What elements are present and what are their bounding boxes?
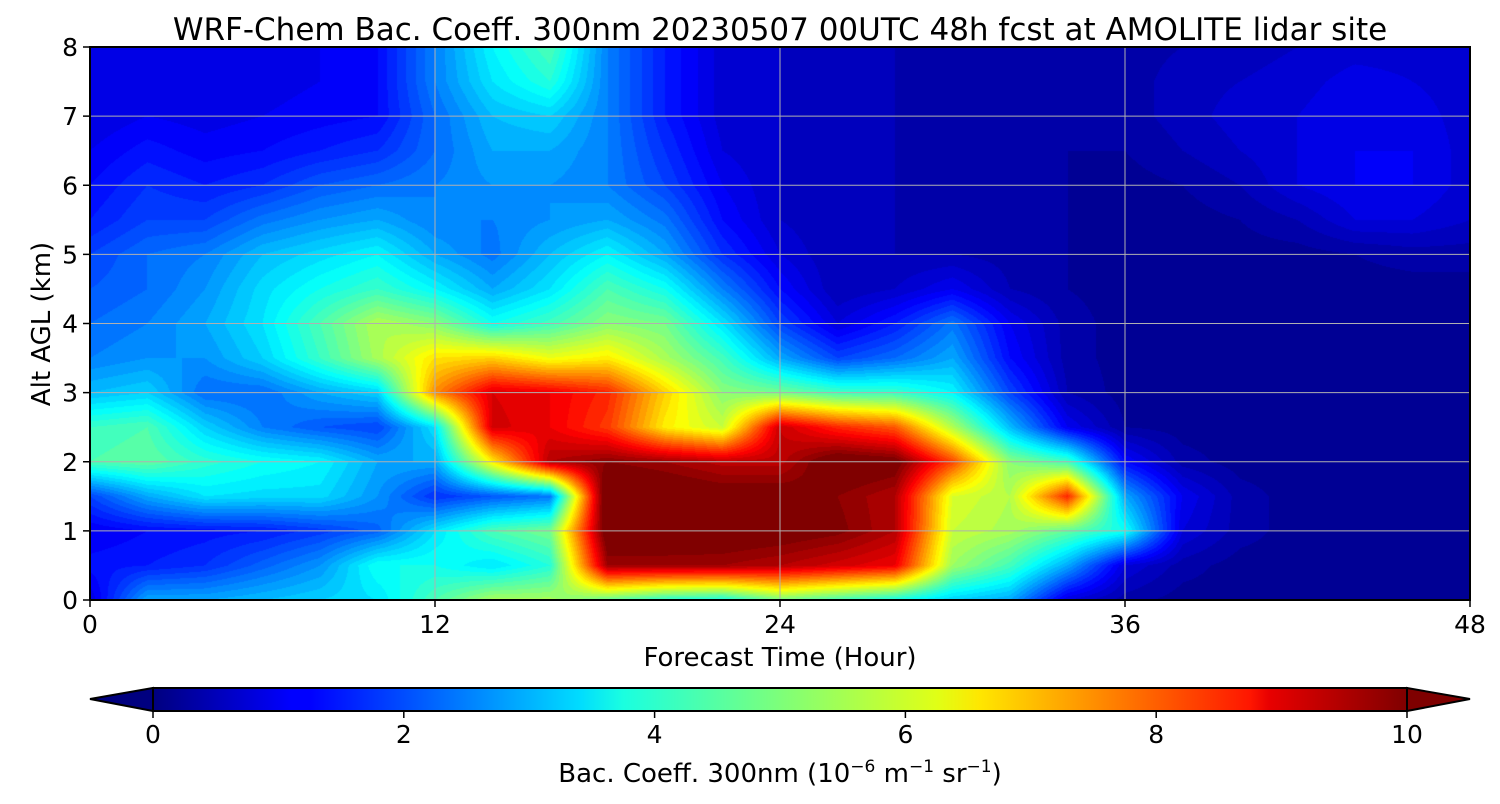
- colorbar-extend-high: [1406, 686, 1471, 713]
- y-axis-ticks: 0 1 2 3 4 5 6 7 8: [62, 33, 90, 615]
- colorbar-frame: [152, 687, 1408, 712]
- plot-area: [89, 46, 1471, 601]
- x-axis-label: Forecast Time (Hour): [643, 643, 916, 673]
- colorbar-label: Bac. Coeff. 300nm (10−6 m−1 sr−1): [558, 757, 1001, 789]
- colorbar-tick-label: 4: [647, 720, 663, 749]
- y-axis-label: Alt AGL (km): [27, 242, 57, 406]
- y-tick-label: 1: [62, 517, 78, 546]
- colorbar-body: [153, 688, 1407, 711]
- y-tick-label: 3: [62, 379, 78, 408]
- y-tick-label: 7: [62, 102, 78, 131]
- y-tick-label: 2: [62, 448, 78, 477]
- colorbar-extend-low: [89, 686, 154, 713]
- x-tick-label: 0: [82, 610, 98, 639]
- y-tick-label: 4: [62, 310, 78, 339]
- x-axis-ticks: 0 12 24 36 48: [82, 600, 1486, 639]
- y-tick-label: 8: [62, 33, 78, 62]
- colorbar-tick-label: 0: [145, 720, 161, 749]
- x-tick-label: 48: [1454, 610, 1486, 639]
- colorbar: 0 2 4 6 8 10 Bac. Coeff. 300nm (10−6 m−1 sr−1…: [89, 686, 1471, 789]
- x-tick-label: 36: [1109, 610, 1141, 639]
- chart-title: WRF-Chem Bac. Coeff. 300nm 20230507 00UT…: [173, 12, 1387, 48]
- y-tick-label: 6: [62, 171, 78, 200]
- colorbar-tick-label: 10: [1391, 720, 1423, 749]
- y-tick-label: 0: [62, 586, 78, 615]
- x-tick-label: 24: [764, 610, 796, 639]
- colorbar-tick-label: 2: [396, 720, 412, 749]
- colorbar-tick-label: 6: [897, 720, 913, 749]
- colorbar-ticks: 0 2 4 6 8 10: [145, 711, 1423, 749]
- y-tick-label: 5: [62, 240, 78, 269]
- x-tick-label: 12: [419, 610, 451, 639]
- colorbar-tick-label: 8: [1148, 720, 1164, 749]
